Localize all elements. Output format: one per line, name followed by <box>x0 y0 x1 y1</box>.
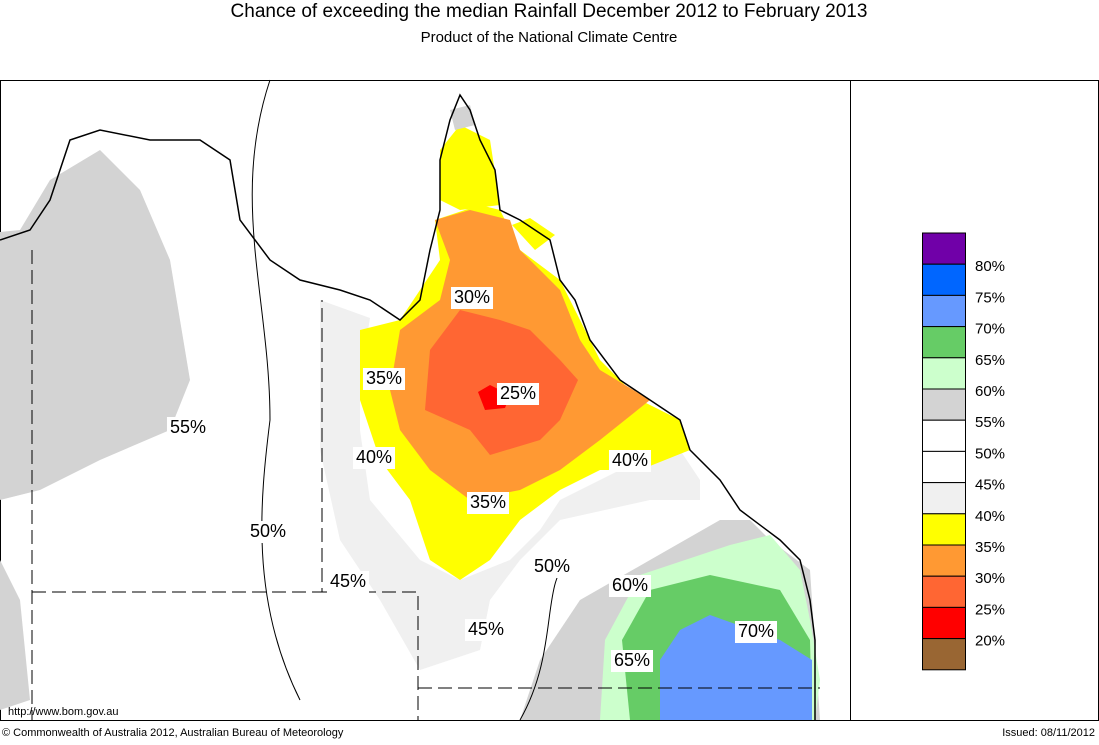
legend-label: 40% <box>975 508 1005 525</box>
contour-label-text: 70% <box>738 621 774 641</box>
contour-label-box <box>166 417 210 439</box>
legend-swatch <box>922 263 966 296</box>
legend-label: 50% <box>975 445 1005 462</box>
legend-label: 65% <box>975 352 1005 369</box>
legend-swatch <box>922 232 966 265</box>
legend-swatch <box>922 575 966 608</box>
legend-label: 25% <box>975 601 1005 618</box>
legend-swatch <box>922 294 966 328</box>
legend-label: 75% <box>975 289 1005 306</box>
contour-label-box <box>610 650 654 672</box>
contour-label-box <box>450 287 494 309</box>
contour-label-box <box>352 447 396 469</box>
contour-label-box <box>608 450 652 472</box>
contour-label: 70% <box>734 621 778 643</box>
contour-label-box <box>246 521 290 543</box>
legend-label: 70% <box>975 321 1005 338</box>
title: Chance of exceeding the median Rainfall … <box>231 1 868 22</box>
contour-label: 35% <box>466 492 510 514</box>
contour-label: 45% <box>326 571 370 593</box>
contour-label: 25% <box>496 383 540 405</box>
issued: Issued: 08/11/2012 <box>1002 727 1095 739</box>
contour-label-text: 65% <box>614 650 650 670</box>
contour-label: 50% <box>530 556 574 578</box>
contour-label-box <box>530 556 574 578</box>
contour-label: 65% <box>610 650 654 672</box>
legend-swatch <box>922 606 966 640</box>
subtitle: Product of the National Climate Centre <box>421 29 678 46</box>
contour-label-text: 45% <box>330 571 366 591</box>
contour-label: 55% <box>166 417 210 439</box>
legend-swatch <box>922 357 966 390</box>
contour-label-text: 50% <box>250 521 286 541</box>
contour-label: 35% <box>362 368 406 390</box>
contour-label: 60% <box>608 575 652 597</box>
contour-label-text: 40% <box>356 447 392 467</box>
legend-swatch <box>922 388 966 421</box>
legend-swatch <box>922 482 966 515</box>
map <box>0 79 1099 721</box>
contour-label-box <box>734 621 778 643</box>
contour-label-box <box>362 368 406 390</box>
legend-swatch <box>922 638 966 671</box>
contour-label-text: 45% <box>468 619 504 639</box>
contour-label-text: 35% <box>366 368 402 388</box>
legend-label: 20% <box>975 633 1005 650</box>
contour-label-text: 55% <box>170 417 206 437</box>
contour-label-text: 40% <box>612 450 648 470</box>
legend-label: 45% <box>975 477 1005 494</box>
contour-label: 40% <box>352 447 396 469</box>
legend-swatch <box>922 419 966 452</box>
contour-label-box <box>326 571 370 593</box>
legend-label: 35% <box>975 539 1005 556</box>
legend-swatch <box>922 450 966 484</box>
contour-label-box <box>466 492 510 514</box>
legend-label: 60% <box>975 383 1005 400</box>
contour-label: 50% <box>246 521 290 543</box>
legend-swatch <box>922 513 966 546</box>
legend-swatch <box>922 544 966 577</box>
contour-label-box <box>464 619 508 641</box>
legend-swatch <box>922 326 966 359</box>
contour-label: 30% <box>450 287 494 309</box>
url: http://www.bom.gov.au <box>8 706 118 718</box>
legend-label: 80% <box>975 258 1005 275</box>
contour-label-text: 25% <box>500 383 536 403</box>
contour-label-text: 60% <box>612 575 648 595</box>
legend-label: 55% <box>975 414 1005 431</box>
contour-label-box <box>608 575 652 597</box>
contour-label-text: 35% <box>470 492 506 512</box>
contour-label-text: 30% <box>454 287 490 307</box>
legend-label: 30% <box>975 570 1005 587</box>
contour-label-text: 50% <box>534 556 570 576</box>
contour-label-box <box>496 383 540 405</box>
contour-label: 40% <box>608 450 652 472</box>
copyright: © Commonwealth of Australia 2012, Austra… <box>2 727 344 739</box>
contour-label: 45% <box>464 619 508 641</box>
